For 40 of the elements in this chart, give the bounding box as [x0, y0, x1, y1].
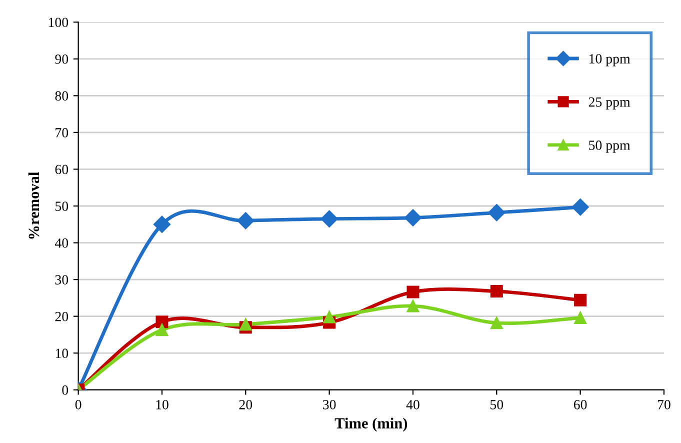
x-tick-label: 10	[156, 400, 168, 410]
point	[320, 210, 338, 228]
point	[574, 312, 587, 324]
x-tick-label: 0	[75, 400, 82, 410]
y-tick-label: 30	[55, 275, 68, 284]
y-tick-label: 10	[56, 348, 68, 358]
y-tick-label: 0	[62, 385, 68, 395]
x-tick-label: 70	[658, 400, 670, 410]
x-tick-label: 60	[574, 400, 587, 410]
legend-label: 25 ppm	[588, 97, 630, 110]
point	[490, 316, 503, 330]
y-tick-label: 70	[56, 128, 68, 138]
y-tick-label: 100	[48, 18, 68, 28]
point	[156, 324, 168, 336]
point	[153, 216, 171, 233]
x-tick-label: 20	[239, 400, 252, 410]
point	[404, 209, 422, 226]
point	[406, 286, 420, 298]
y-axis-title: %removal	[28, 172, 40, 239]
y-tick-label: 50	[56, 202, 68, 211]
y-tick-label: 60	[55, 164, 68, 174]
x-tick-label: 40	[406, 400, 420, 410]
x-axis-title: Time (min)	[334, 418, 408, 432]
point	[156, 316, 168, 328]
point	[574, 294, 587, 306]
x-tick-label: 50	[490, 400, 504, 410]
legend-label: 10 ppm	[590, 54, 630, 66]
y-tick-label: 90	[55, 54, 68, 64]
point	[406, 300, 420, 312]
point	[572, 198, 589, 216]
point	[323, 310, 336, 324]
y-tick-label: 80	[55, 91, 68, 101]
y-tick-label: 40	[54, 238, 68, 248]
x-tick-label: 30	[323, 400, 336, 410]
y-tick-label: 20	[55, 312, 68, 322]
point	[488, 204, 506, 222]
point	[239, 318, 252, 331]
point	[237, 212, 254, 230]
point	[490, 285, 503, 298]
legend-label: 50 ppm	[589, 140, 630, 153]
